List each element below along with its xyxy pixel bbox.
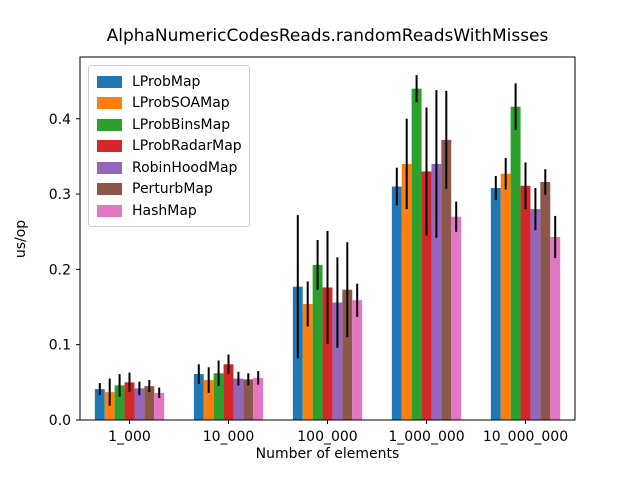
bar-LProbBinsMap-100_000 bbox=[312, 264, 323, 420]
legend-swatch-HashMap bbox=[97, 204, 122, 217]
bar-LProbSOAMap-1_000_000 bbox=[401, 163, 412, 421]
legend-item-LProbSOAMap: LProbSOAMap bbox=[89, 93, 249, 115]
bar-RobinHoodMap-10_000 bbox=[233, 378, 244, 420]
legend: LProbMap LProbSOAMap LProbBinsMap LProbRada… bbox=[88, 65, 250, 227]
chart-title: AlphaNumericCodesReads.randomReadsWithMi… bbox=[106, 26, 549, 46]
legend-label: LProbSOAMap bbox=[132, 95, 230, 112]
y-tick-label: 0.1 bbox=[49, 338, 71, 354]
legend-label: LProbBinsMap bbox=[132, 116, 231, 133]
x-tick-label: 100_000 bbox=[297, 429, 357, 445]
x-tick-label: 10_000 bbox=[203, 429, 255, 445]
bar-RobinHoodMap-1_000_000 bbox=[431, 163, 442, 421]
legend-swatch-LProbSOAMap bbox=[97, 97, 122, 110]
y-tick-label: 0.0 bbox=[49, 413, 71, 429]
bar-LProbRadarMap-10_000 bbox=[223, 364, 234, 420]
legend-swatch-LProbBinsMap bbox=[97, 118, 122, 131]
bar-HashMap-100_000 bbox=[352, 300, 363, 420]
bar-HashMap-1_000_000 bbox=[451, 216, 462, 420]
bar-LProbMap-1_000_000 bbox=[391, 186, 402, 420]
legend-label: HashMap bbox=[132, 202, 197, 219]
y-tick-label: 0.4 bbox=[49, 112, 71, 128]
bar-PerturbMap-10_000 bbox=[243, 379, 254, 420]
legend-swatch-LProbRadarMap bbox=[97, 140, 122, 153]
bar-HashMap-10_000 bbox=[253, 377, 264, 420]
bar-LProbRadarMap-1_000_000 bbox=[421, 171, 432, 420]
legend-item-LProbMap: LProbMap bbox=[89, 71, 249, 93]
bar-LProbMap-1_000 bbox=[94, 389, 105, 420]
bar-LProbSOAMap-100_000 bbox=[302, 304, 313, 420]
bar-LProbBinsMap-1_000 bbox=[114, 385, 125, 420]
bar-LProbRadarMap-10_000_000 bbox=[520, 185, 531, 420]
legend-item-HashMap: HashMap bbox=[89, 200, 249, 222]
y-tick-label: 0.2 bbox=[49, 262, 71, 278]
legend-label: LProbRadarMap bbox=[132, 138, 242, 155]
bar-LProbMap-10_000 bbox=[193, 374, 204, 420]
legend-label: LProbMap bbox=[132, 73, 201, 90]
bar-LProbSOAMap-1_000 bbox=[104, 392, 115, 420]
bar-PerturbMap-1_000_000 bbox=[441, 139, 452, 420]
bar-PerturbMap-100_000 bbox=[342, 289, 353, 420]
bar-LProbBinsMap-10_000 bbox=[213, 373, 224, 420]
legend-swatch-LProbMap bbox=[97, 75, 122, 88]
legend-item-RobinHoodMap: RobinHoodMap bbox=[89, 157, 249, 179]
bar-LProbRadarMap-100_000 bbox=[322, 287, 333, 420]
legend-item-PerturbMap: PerturbMap bbox=[89, 179, 249, 201]
bar-HashMap-10_000_000 bbox=[550, 236, 561, 420]
legend-label: RobinHoodMap bbox=[132, 159, 238, 176]
bar-LProbSOAMap-10_000_000 bbox=[500, 173, 511, 420]
bar-HashMap-1_000 bbox=[154, 392, 165, 420]
legend-swatch-PerturbMap bbox=[97, 183, 122, 196]
legend-item-LProbBinsMap: LProbBinsMap bbox=[89, 114, 249, 136]
bar-PerturbMap-10_000_000 bbox=[540, 182, 551, 420]
x-tick-label: 1_000 bbox=[108, 429, 151, 445]
legend-label: PerturbMap bbox=[132, 181, 213, 198]
x-axis-label: Number of elements bbox=[255, 446, 400, 462]
bar-LProbBinsMap-1_000_000 bbox=[411, 88, 422, 420]
y-tick-label: 0.3 bbox=[49, 187, 71, 203]
x-tick-label: 1_000_000 bbox=[388, 429, 464, 445]
legend-item-LProbRadarMap: LProbRadarMap bbox=[89, 136, 249, 158]
bar-LProbMap-10_000_000 bbox=[490, 188, 501, 420]
x-tick-label: 10_000_000 bbox=[483, 429, 568, 445]
bar-RobinHoodMap-100_000 bbox=[332, 302, 343, 420]
bar-RobinHoodMap-1_000 bbox=[134, 388, 145, 420]
bar-PerturbMap-1_000 bbox=[144, 386, 155, 420]
bar-RobinHoodMap-10_000_000 bbox=[530, 209, 541, 420]
legend-swatch-RobinHoodMap bbox=[97, 161, 122, 174]
bar-LProbRadarMap-1_000 bbox=[124, 382, 135, 420]
bar-LProbSOAMap-10_000 bbox=[203, 380, 214, 420]
bar-LProbBinsMap-10_000_000 bbox=[510, 106, 521, 421]
